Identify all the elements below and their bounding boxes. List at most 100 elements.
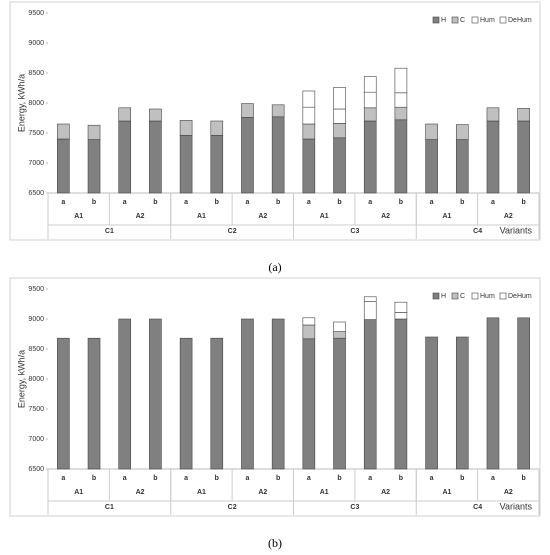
x-tick-label: a	[123, 199, 127, 206]
x-tick-label: a	[307, 199, 311, 206]
x-tick-label: b	[522, 475, 526, 482]
bar-segment	[302, 338, 316, 470]
bar-segment	[302, 90, 316, 108]
bar-segment	[486, 120, 500, 194]
x-tick-label: a	[184, 199, 188, 206]
x-tick-label: b	[153, 199, 157, 206]
group-label: C4	[473, 228, 482, 235]
legend-swatch	[471, 292, 479, 300]
legend-label: C	[460, 293, 465, 300]
legend-label: Hum	[480, 17, 495, 24]
x-tick-label: b	[215, 475, 219, 482]
bar-segment	[210, 337, 224, 470]
group-label: C3	[350, 228, 359, 235]
chart-frame	[9, 277, 541, 517]
subgroup-label: A2	[381, 489, 390, 496]
bar-segment	[425, 336, 438, 470]
bar-segment	[455, 336, 469, 470]
subgroup-label: A2	[258, 489, 267, 496]
bar-segment	[517, 120, 530, 194]
y-tick-label: 9000	[28, 316, 44, 323]
bar-segment	[486, 107, 500, 122]
x-tick-label: b	[522, 199, 526, 206]
x-tick-label: b	[337, 475, 341, 482]
y-tick-label: 9500	[28, 10, 44, 17]
bar-segment	[363, 319, 377, 470]
x-axis-label: Variants	[500, 225, 533, 235]
bar-segment	[179, 120, 193, 136]
x-tick-label: a	[61, 475, 65, 482]
subgroup-label: A1	[320, 489, 329, 496]
legend-label: H	[441, 17, 446, 24]
bar-segment	[455, 139, 469, 194]
x-tick-label: b	[153, 475, 157, 482]
x-tick-label: b	[215, 199, 219, 206]
bar-segment	[210, 135, 224, 194]
bar-segment	[394, 318, 408, 470]
x-tick-label: a	[246, 475, 250, 482]
subgroup-label: A2	[504, 213, 513, 220]
legend-swatch	[499, 16, 507, 24]
legend-label: H	[441, 293, 446, 300]
bar-segment	[394, 106, 408, 121]
group-label: C3	[350, 504, 359, 511]
caption: (a)	[268, 260, 281, 274]
bar-segment	[333, 123, 346, 139]
bar-segment	[394, 312, 408, 320]
subgroup-label: A2	[504, 489, 513, 496]
bar-segment	[333, 137, 346, 194]
bar-segment	[210, 120, 224, 136]
subgroup-label: A1	[197, 213, 206, 220]
bar-segment	[57, 337, 70, 470]
x-tick-label: a	[184, 475, 188, 482]
bar-segment	[486, 317, 500, 470]
bar-segment	[118, 107, 132, 122]
bar-segment	[241, 117, 254, 194]
subgroup-label: A1	[442, 489, 451, 496]
bar-segment	[363, 76, 377, 93]
bar-segment	[302, 138, 316, 194]
subgroup-label: A1	[197, 489, 206, 496]
subgroup-label: A1	[320, 213, 329, 220]
bar-segment	[302, 317, 316, 326]
bar-segment	[333, 337, 346, 470]
y-tick-label: 6500	[28, 466, 44, 473]
bar-segment	[363, 120, 377, 194]
group-label: C1	[105, 504, 114, 511]
bar-segment	[302, 106, 316, 125]
legend-label: DeHum	[508, 293, 532, 300]
legend-label: Hum	[480, 293, 495, 300]
bar-segment	[333, 87, 346, 110]
bar-segment	[149, 120, 162, 194]
bar-segment	[57, 138, 70, 194]
bar-segment	[425, 139, 438, 194]
caption: (b)	[268, 536, 282, 550]
bar-segment	[363, 296, 377, 302]
bar-segment	[179, 337, 193, 470]
y-tick-label: 7000	[28, 436, 44, 443]
x-tick-label: a	[307, 475, 311, 482]
bar-segment	[394, 92, 408, 108]
bar-segment	[241, 318, 254, 470]
bar-segment	[241, 103, 254, 118]
y-tick-label: 7500	[28, 130, 44, 137]
x-tick-label: a	[61, 199, 65, 206]
x-tick-label: a	[123, 475, 127, 482]
x-tick-label: a	[491, 475, 495, 482]
bar-segment	[333, 331, 346, 339]
x-tick-label: a	[430, 199, 434, 206]
bar-segment	[271, 104, 285, 118]
y-tick-label: 8500	[28, 70, 44, 77]
bar-segment	[394, 301, 408, 313]
subgroup-label: A2	[258, 213, 267, 220]
x-tick-label: a	[430, 475, 434, 482]
legend-swatch	[432, 16, 440, 24]
bar-segment	[57, 123, 70, 140]
legend-swatch	[471, 16, 479, 24]
bar-segment	[149, 108, 162, 122]
bar-segment	[302, 324, 316, 340]
subgroup-label: A2	[136, 489, 145, 496]
group-label: C4	[473, 504, 482, 511]
bar-segment	[363, 107, 377, 122]
